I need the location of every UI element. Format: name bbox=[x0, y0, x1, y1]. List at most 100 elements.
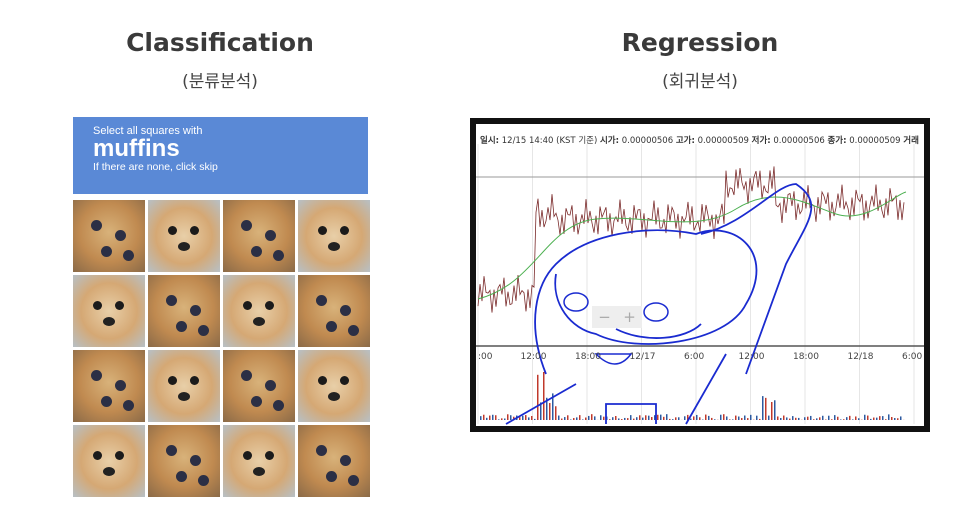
volume-bar bbox=[837, 417, 839, 420]
zoom-in-button[interactable]: + bbox=[623, 308, 636, 326]
volume-bar bbox=[495, 415, 497, 420]
volume-bar bbox=[594, 416, 596, 420]
volume-bar bbox=[873, 418, 875, 420]
blueberry bbox=[273, 250, 284, 261]
character-eye bbox=[564, 293, 588, 311]
muffin-tile[interactable] bbox=[148, 275, 220, 347]
dog-tile[interactable] bbox=[73, 275, 145, 347]
dog-tile[interactable] bbox=[223, 275, 295, 347]
volume-bar bbox=[888, 414, 890, 420]
volume-bar bbox=[816, 418, 818, 420]
dog-eye bbox=[190, 376, 199, 385]
blueberry bbox=[316, 445, 327, 456]
zoom-out-button[interactable]: − bbox=[598, 308, 611, 326]
volume-bar bbox=[774, 400, 776, 420]
x-tick-label: 12/18 bbox=[848, 352, 874, 362]
dog-tile[interactable] bbox=[73, 425, 145, 497]
blueberry bbox=[273, 400, 284, 411]
volume-bar bbox=[693, 416, 695, 420]
blueberry bbox=[115, 230, 126, 241]
blueberry bbox=[241, 370, 252, 381]
dog-tile[interactable] bbox=[298, 200, 370, 272]
volume-bar bbox=[585, 418, 587, 420]
classification-subtitle: (분류분석) bbox=[70, 67, 370, 92]
muffin-tile[interactable] bbox=[223, 350, 295, 422]
dog-eye bbox=[318, 226, 327, 235]
volume-bar bbox=[747, 418, 749, 420]
muffin-tile[interactable] bbox=[298, 275, 370, 347]
dog-nose bbox=[178, 242, 190, 251]
volume-bar bbox=[900, 416, 902, 420]
classification-title: Classification bbox=[70, 28, 370, 57]
volume-bar bbox=[579, 415, 581, 420]
x-tick-label: :00 bbox=[478, 352, 492, 362]
volume-bar bbox=[729, 419, 731, 420]
volume-bar bbox=[666, 414, 668, 420]
volume-bar bbox=[660, 415, 662, 420]
volume-bar bbox=[549, 403, 551, 420]
volume-bar bbox=[795, 418, 797, 420]
volume-bar bbox=[834, 415, 836, 420]
dog-eye bbox=[93, 451, 102, 460]
volume-bar bbox=[876, 418, 878, 420]
volume-bar bbox=[891, 417, 893, 420]
character-eye bbox=[644, 303, 668, 321]
dog-nose bbox=[103, 467, 115, 476]
volume-bar bbox=[711, 418, 713, 420]
muffin-tile[interactable] bbox=[298, 425, 370, 497]
volume-bar bbox=[600, 415, 602, 420]
volume-bar bbox=[798, 418, 800, 420]
muffin-tile[interactable] bbox=[73, 200, 145, 272]
regression-title: Regression bbox=[550, 28, 850, 57]
dog-tile[interactable] bbox=[223, 425, 295, 497]
dog-tile[interactable] bbox=[298, 350, 370, 422]
muffin-tile[interactable] bbox=[73, 350, 145, 422]
volume-bar bbox=[765, 398, 767, 420]
volume-bar bbox=[537, 375, 539, 420]
blueberry bbox=[176, 321, 187, 332]
blueberry bbox=[348, 325, 359, 336]
dog-tile[interactable] bbox=[148, 200, 220, 272]
blueberry bbox=[251, 246, 262, 257]
dog-eye bbox=[340, 376, 349, 385]
captcha-header: Select all squares with muffins If there… bbox=[73, 117, 368, 194]
volume-bar bbox=[879, 416, 881, 420]
volume-bar bbox=[639, 415, 641, 420]
volume-bar bbox=[813, 419, 815, 420]
blueberry bbox=[316, 295, 327, 306]
volume-bar bbox=[678, 417, 680, 420]
dog-tile[interactable] bbox=[148, 350, 220, 422]
volume-bar bbox=[498, 419, 500, 420]
dog-nose bbox=[103, 317, 115, 326]
volume-bar bbox=[591, 414, 593, 420]
captcha-target: muffins bbox=[93, 137, 368, 161]
x-tick-label: 12:00 bbox=[521, 352, 547, 362]
volume-bar bbox=[822, 416, 824, 420]
volume-bar bbox=[804, 417, 806, 420]
volume-bar bbox=[612, 417, 614, 420]
volume-bar bbox=[894, 418, 896, 420]
volume-bar bbox=[810, 416, 812, 420]
volume-bar bbox=[651, 417, 653, 420]
volume-bar bbox=[768, 416, 770, 420]
blueberry bbox=[198, 475, 209, 486]
volume-bar bbox=[789, 419, 791, 420]
blueberry bbox=[340, 455, 351, 466]
hand-drawn-character bbox=[506, 184, 811, 424]
dog-eye bbox=[243, 451, 252, 460]
captcha-hint: If there are none, click skip bbox=[93, 161, 368, 173]
volume-bar bbox=[633, 419, 635, 420]
blueberry bbox=[340, 305, 351, 316]
volume-bar bbox=[555, 406, 557, 420]
dog-eye bbox=[115, 301, 124, 310]
volume-bar bbox=[531, 416, 533, 420]
volume-bar bbox=[567, 415, 569, 420]
dog-eye bbox=[190, 226, 199, 235]
volume-bar bbox=[882, 416, 884, 420]
muffin-tile[interactable] bbox=[223, 200, 295, 272]
volume-bar bbox=[786, 417, 788, 420]
muffin-tile[interactable] bbox=[148, 425, 220, 497]
volume-bar bbox=[630, 415, 632, 420]
blueberry bbox=[123, 400, 134, 411]
volume-bar bbox=[783, 416, 785, 420]
